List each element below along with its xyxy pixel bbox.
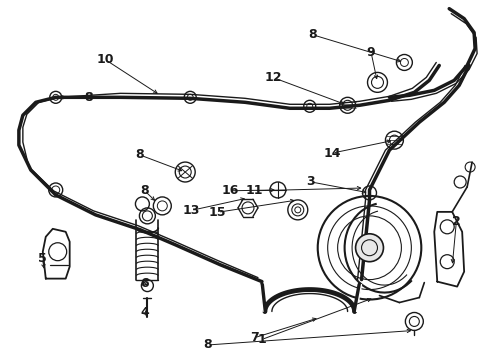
Text: 11: 11 — [245, 184, 263, 197]
Text: 8: 8 — [308, 28, 316, 41]
Text: 14: 14 — [323, 147, 340, 159]
Text: 8: 8 — [135, 148, 144, 161]
Text: 9: 9 — [366, 46, 375, 59]
Text: 2: 2 — [451, 215, 460, 228]
Text: 12: 12 — [264, 71, 282, 84]
Text: 8: 8 — [203, 338, 212, 351]
Text: 3: 3 — [305, 175, 314, 188]
Text: 13: 13 — [182, 204, 199, 217]
Text: 10: 10 — [97, 53, 114, 66]
Text: 4: 4 — [140, 306, 149, 319]
Text: 8: 8 — [84, 91, 93, 104]
Text: 16: 16 — [221, 184, 238, 197]
Text: 7: 7 — [249, 331, 258, 344]
Text: 6: 6 — [140, 278, 149, 291]
Text: 15: 15 — [208, 206, 226, 219]
Text: 5: 5 — [38, 252, 47, 265]
Circle shape — [355, 234, 383, 262]
Text: 1: 1 — [257, 333, 265, 346]
Text: 8: 8 — [140, 184, 149, 197]
